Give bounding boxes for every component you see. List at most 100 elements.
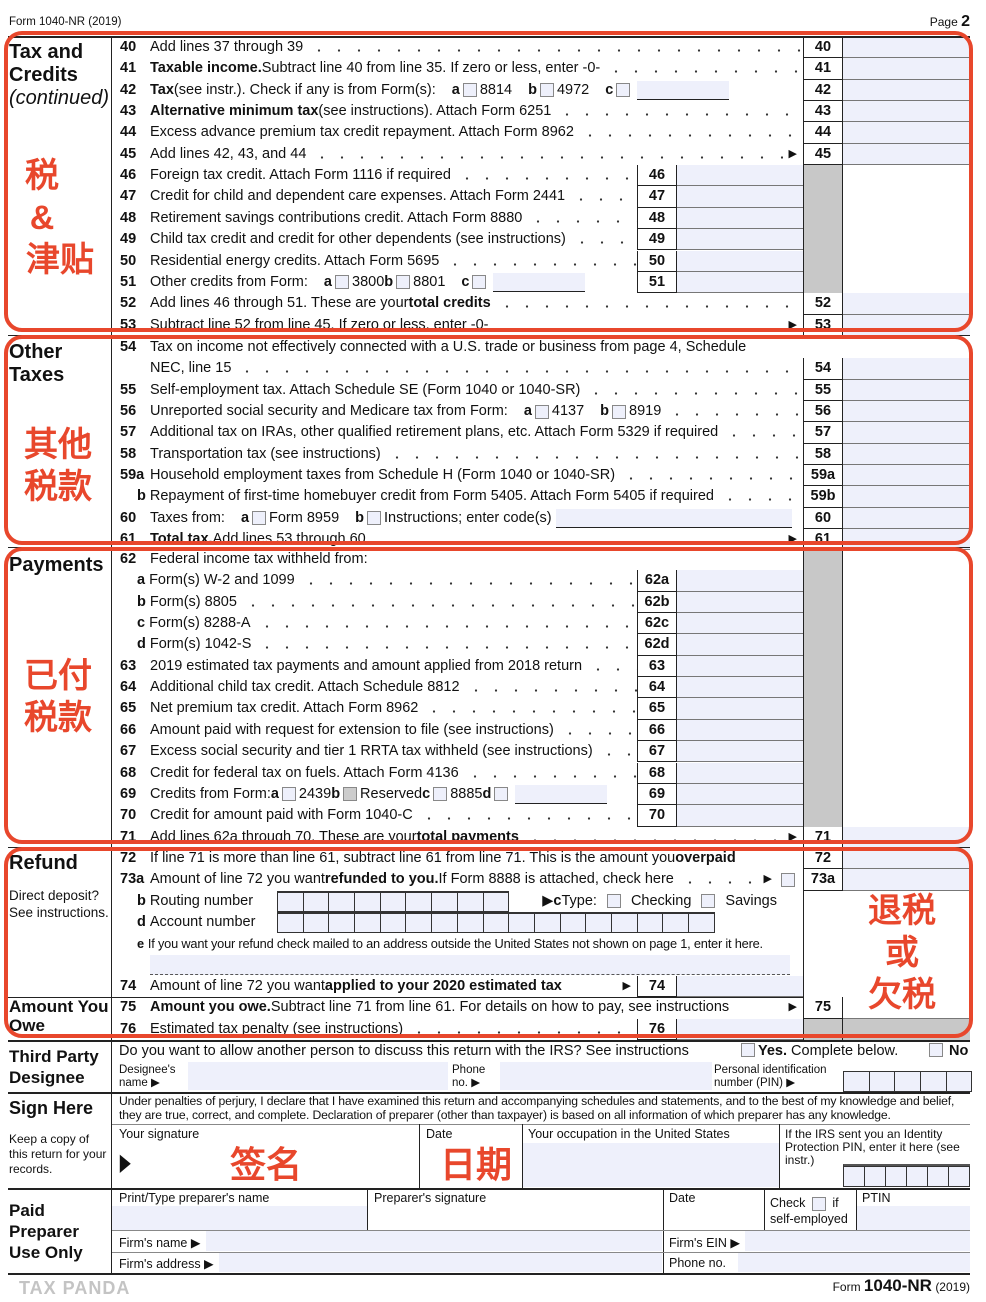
amount-input-67[interactable] <box>677 741 803 763</box>
ip-pin-input[interactable] <box>843 1164 970 1187</box>
checkbox[interactable] <box>252 511 267 526</box>
amount-input-43[interactable] <box>843 101 970 123</box>
amount-input-71[interactable] <box>843 826 970 848</box>
digit-box[interactable] <box>457 913 484 934</box>
digit-box[interactable] <box>278 891 304 912</box>
text-field[interactable] <box>637 80 730 100</box>
firm-ein-input[interactable] <box>745 1231 970 1251</box>
checkbox[interactable] <box>534 404 549 419</box>
amount-input-44[interactable] <box>843 122 970 144</box>
designee-phone-input[interactable] <box>500 1062 712 1090</box>
digit-box[interactable] <box>278 913 304 934</box>
digit-box[interactable] <box>432 913 458 934</box>
amount-input-47[interactable] <box>677 186 803 208</box>
amount-input-65[interactable] <box>677 698 803 720</box>
checkbox[interactable] <box>335 275 349 290</box>
account-number-input[interactable] <box>277 912 715 934</box>
amount-input-69[interactable] <box>677 783 803 806</box>
form-8888-checkbox[interactable] <box>781 872 795 887</box>
checkbox[interactable] <box>539 83 554 98</box>
amount-input-60[interactable] <box>843 507 970 530</box>
checkbox[interactable] <box>494 787 509 802</box>
digit-box[interactable] <box>380 913 407 934</box>
digit-box[interactable] <box>457 891 484 912</box>
amount-input-41[interactable] <box>843 58 970 80</box>
amount-input-51[interactable] <box>677 271 803 294</box>
digit-box[interactable] <box>663 913 689 934</box>
amount-input-62a[interactable] <box>677 570 803 592</box>
amount-input-72[interactable] <box>843 848 970 870</box>
amount-input-49[interactable] <box>677 229 803 251</box>
checkbox[interactable] <box>433 787 448 802</box>
amount-input-57[interactable] <box>843 422 970 444</box>
amount-input-45[interactable] <box>843 143 970 166</box>
digit-box[interactable] <box>380 891 407 912</box>
amount-input-46[interactable] <box>677 165 803 187</box>
self-employed-checkbox[interactable] <box>811 1196 826 1211</box>
digit-box[interactable] <box>303 891 330 912</box>
digit-box[interactable] <box>432 891 458 912</box>
digit-box[interactable] <box>329 891 356 912</box>
digit-box[interactable] <box>509 913 535 934</box>
digit-box[interactable] <box>586 913 612 934</box>
amount-input-73a[interactable] <box>843 869 970 891</box>
amount-input-58[interactable] <box>843 443 970 466</box>
amount-input-50[interactable] <box>677 250 803 272</box>
digit-box[interactable] <box>406 913 433 934</box>
checkbox[interactable] <box>616 83 631 98</box>
firm-address-input[interactable] <box>219 1253 662 1272</box>
amount-input-52[interactable] <box>843 293 970 315</box>
amount-input-74[interactable] <box>677 976 803 998</box>
ptin-input[interactable] <box>857 1206 970 1230</box>
phone-input[interactable] <box>738 1253 970 1272</box>
amount-input-55[interactable] <box>843 379 970 402</box>
designee-pin-input[interactable] <box>843 1071 973 1092</box>
amount-input-75[interactable] <box>843 997 970 1019</box>
routing-number-input[interactable] <box>277 890 510 912</box>
digit-box[interactable] <box>560 913 587 934</box>
amount-input-64[interactable] <box>677 677 803 699</box>
text-field[interactable] <box>493 272 586 292</box>
checking-checkbox[interactable] <box>606 894 621 909</box>
digit-box[interactable] <box>355 891 381 912</box>
amount-input-59a[interactable] <box>843 465 970 487</box>
amount-input-62b[interactable] <box>677 591 803 614</box>
occupation-input[interactable] <box>523 1143 779 1187</box>
amount-input-62c[interactable] <box>677 613 803 635</box>
designee-name-input[interactable] <box>188 1062 448 1090</box>
amount-input-70[interactable] <box>677 805 803 827</box>
checkbox[interactable] <box>281 787 296 802</box>
firm-name-input[interactable] <box>206 1231 662 1251</box>
amount-input-59b[interactable] <box>843 486 970 508</box>
amount-input-62d[interactable] <box>677 634 803 656</box>
designee-no-checkbox[interactable] <box>929 1043 943 1057</box>
amount-input-53[interactable] <box>843 314 970 336</box>
digit-box[interactable] <box>483 913 510 934</box>
digit-box[interactable] <box>329 913 356 934</box>
checkbox[interactable] <box>472 275 487 290</box>
digit-box[interactable] <box>406 891 433 912</box>
amount-input-76[interactable] <box>677 1018 803 1041</box>
text-field[interactable] <box>515 784 608 804</box>
savings-checkbox[interactable] <box>701 894 716 909</box>
digit-box[interactable] <box>611 913 638 934</box>
amount-input-40[interactable] <box>843 37 970 59</box>
amount-input-63[interactable] <box>677 655 803 678</box>
checkbox[interactable] <box>367 511 381 526</box>
digit-box[interactable] <box>534 913 561 934</box>
foreign-address-input[interactable] <box>150 954 790 975</box>
text-field[interactable] <box>555 508 792 528</box>
amount-input-42[interactable] <box>843 79 970 102</box>
preparer-name-input[interactable] <box>112 1206 367 1230</box>
checkbox[interactable] <box>462 83 477 98</box>
amount-input-54[interactable] <box>843 358 970 380</box>
digit-box[interactable] <box>483 891 510 912</box>
amount-input-66[interactable] <box>677 719 803 742</box>
digit-box[interactable] <box>689 913 715 934</box>
designee-yes-checkbox[interactable] <box>741 1043 755 1057</box>
checkbox[interactable] <box>612 404 627 419</box>
amount-input-48[interactable] <box>677 207 803 230</box>
amount-input-68[interactable] <box>677 762 803 784</box>
digit-box[interactable] <box>637 913 664 934</box>
digit-box[interactable] <box>355 913 381 934</box>
